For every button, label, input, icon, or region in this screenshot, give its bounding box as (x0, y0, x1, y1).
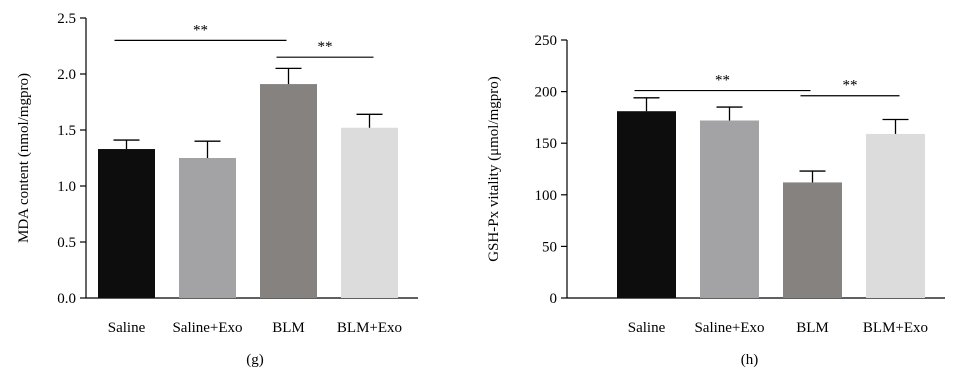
significance-label: ** (715, 73, 730, 89)
y-tick-label: 1.0 (57, 179, 76, 195)
bar (617, 111, 676, 298)
y-tick-label: 250 (535, 33, 558, 49)
y-tick-label: 0.5 (57, 235, 76, 251)
x-tick-label: BLM+Exo (337, 320, 402, 336)
panel-label-h: (h) (740, 352, 759, 368)
y-axis-title: GSH-Px vitality (μmol/mgpro) (486, 76, 502, 262)
y-tick-label: 150 (535, 136, 558, 152)
panel-label-g: (g) (246, 352, 264, 368)
y-axis-title: MDA content (nmol/mgpro) (16, 73, 32, 243)
y-tick-label: 2.0 (57, 67, 76, 83)
bar (260, 84, 317, 298)
y-tick-label: 0.0 (57, 291, 76, 307)
x-tick-label: BLM (796, 320, 829, 336)
x-tick-label: BLM (272, 320, 305, 336)
significance-label: ** (843, 78, 858, 94)
y-tick-label: 2.5 (57, 11, 76, 27)
chart-panel-h: 0 50 100 150 200 250 GSH-Px vitality (μmol/mgp… (480, 0, 959, 379)
x-tick-label: Saline+Exo (172, 320, 242, 336)
bar (866, 133, 925, 298)
bar (341, 127, 398, 298)
x-tick-label: Saline+Exo (694, 320, 764, 336)
chart-panel-g: 0.0 0.5 1.0 1.5 2.0 2.5 MDA content (nmol/mgpr… (16, 11, 418, 368)
x-tick-label: BLM+Exo (863, 320, 928, 336)
bar (179, 158, 236, 298)
y-tick-label: 200 (535, 85, 558, 101)
bar (98, 149, 155, 298)
significance-label: ** (318, 39, 333, 55)
bar (700, 120, 759, 298)
y-tick-label: 0 (550, 291, 558, 307)
gshpx-bar-chart: 0 50 100 150 200 250 GSH-Px vitality (μmol/mgp… (486, 33, 945, 336)
significance-label: ** (193, 22, 208, 38)
x-tick-label: Saline (108, 320, 146, 336)
y-tick-label: 1.5 (57, 123, 76, 139)
y-tick-label: 100 (535, 188, 558, 204)
x-tick-label: Saline (628, 320, 666, 336)
bar (783, 182, 842, 298)
mda-bar-chart: 0.0 0.5 1.0 1.5 2.0 2.5 MDA content (nmol/mgpr… (16, 11, 418, 336)
y-tick-label: 50 (542, 239, 557, 255)
